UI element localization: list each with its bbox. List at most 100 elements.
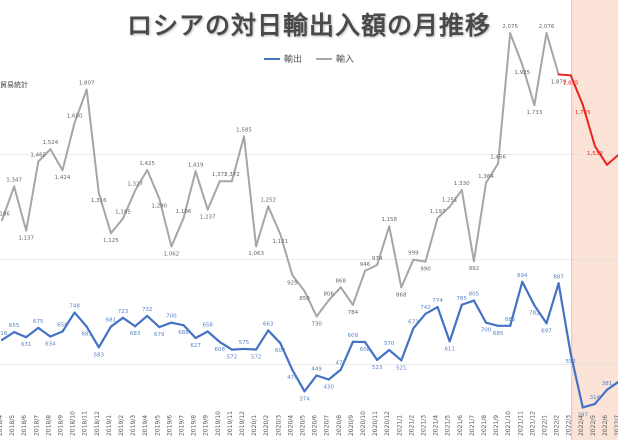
export-data-label: 785 xyxy=(457,296,468,302)
import-data-label: 1,063 xyxy=(248,251,264,257)
x-tick-label: 2019/6 xyxy=(166,415,173,436)
x-tick-label: 2020/3 xyxy=(275,415,282,436)
import-data-label: 1,137 xyxy=(18,236,34,242)
legend-export-label: 輸出 xyxy=(283,55,302,65)
import-line-segment xyxy=(497,32,512,165)
export-line-segment xyxy=(593,388,609,406)
import-line-segment xyxy=(400,258,415,289)
export-line-segment xyxy=(400,327,415,362)
export-data-label: 603 xyxy=(275,348,286,354)
import-data-label: 1,251 xyxy=(442,198,458,204)
import-line-segment xyxy=(61,121,76,172)
export-line-segment xyxy=(388,348,403,362)
x-tick-label: 2019/3 xyxy=(130,415,137,436)
import-line-segment xyxy=(134,169,149,192)
import-data-label: 1,195 xyxy=(115,209,131,215)
export-line-segment xyxy=(170,321,185,327)
legend-import[interactable]: 輸入 xyxy=(316,52,354,65)
export-line-segment xyxy=(436,305,451,343)
x-tick-label: 2021/3 xyxy=(421,415,428,436)
export-data-label: 700 xyxy=(481,328,492,334)
x-tick-label: 2022/1 xyxy=(542,415,549,436)
x-tick-label: 2018/8 xyxy=(45,415,52,436)
import-line-segment xyxy=(339,286,354,306)
export-data-label: 297 xyxy=(578,412,589,418)
import-line-segment xyxy=(545,32,560,76)
x-tick-label: 2021/8 xyxy=(481,415,488,436)
import-line-segment xyxy=(194,170,209,211)
import-data-label: 1,925 xyxy=(514,70,530,76)
legend-export[interactable]: 輸出 xyxy=(263,52,302,65)
x-tick-label: 2020/1 xyxy=(251,415,258,436)
export-data-label: 608 xyxy=(215,347,226,353)
import-line-segment xyxy=(122,189,137,220)
x-tick-label: 2020/2 xyxy=(263,415,270,436)
export-line-segment xyxy=(97,325,113,349)
export-data-label: 314 xyxy=(590,395,601,401)
export-data-label: 475 xyxy=(287,375,298,381)
import-data-label: 1,125 xyxy=(103,238,119,244)
import-line-segment xyxy=(376,225,391,266)
import-line-segment xyxy=(73,88,88,124)
export-data-label: 618 xyxy=(0,331,8,337)
x-tick-label: 2018/10 xyxy=(70,411,77,436)
import-line-segment xyxy=(1,185,16,222)
x-tick-label: 2022/7 xyxy=(614,415,618,436)
export-data-label: 552 xyxy=(565,359,576,365)
import-line-segment xyxy=(279,233,294,277)
export-line-segment xyxy=(521,280,536,307)
export-line-segment xyxy=(182,324,197,340)
export-data-label: 748 xyxy=(69,304,80,310)
export-data-label: 679 xyxy=(154,332,165,338)
x-tick-label: 2021/1 xyxy=(396,415,403,436)
import-line-segment xyxy=(230,135,245,183)
export-data-label: 675 xyxy=(33,319,44,325)
source-label: 貿易統計 xyxy=(0,81,28,89)
import-line-segment xyxy=(509,32,524,66)
x-tick-label: 2020/7 xyxy=(324,415,331,436)
export-line-segment xyxy=(339,340,354,371)
export-line-segment xyxy=(303,374,318,393)
chart-title: ロシアの対日輸出入額の月推移 xyxy=(126,11,491,40)
export-data-label: 697 xyxy=(541,328,552,334)
import-line-segment xyxy=(581,103,596,148)
export-data-label: 658 xyxy=(202,322,213,328)
x-tick-label: 2021/4 xyxy=(433,415,440,436)
export-data-label: 611 xyxy=(444,346,455,352)
export-data-label: 805 xyxy=(469,292,480,298)
export-data-label: 887 xyxy=(553,274,564,280)
x-tick-label: 2022/3 xyxy=(566,415,573,436)
export-data-label: 477 xyxy=(336,361,347,367)
import-line-segment xyxy=(327,286,342,302)
import-line-segment xyxy=(206,180,221,211)
import-line-segment xyxy=(291,274,306,293)
import-data-label: 868 xyxy=(336,278,347,284)
import-data-label: 1,327 xyxy=(127,182,143,188)
export-data-label: 381 xyxy=(602,381,613,387)
import-line-segment xyxy=(412,258,427,263)
export-line-segment xyxy=(509,280,524,327)
export-line-segment xyxy=(363,340,379,362)
import-data-label: 806 xyxy=(323,291,334,297)
export-line-segment xyxy=(255,329,270,351)
import-line-segment xyxy=(315,299,330,318)
export-line-segment xyxy=(218,340,233,351)
export-line-segment xyxy=(424,305,439,315)
x-tick-label: 2021/12 xyxy=(529,411,536,436)
export-line-segment xyxy=(206,330,221,344)
x-tick-label: 2019/12 xyxy=(239,411,246,436)
export-data-label: 631 xyxy=(21,342,32,348)
export-data-label: 609 xyxy=(348,333,359,339)
import-line-segment xyxy=(521,63,536,107)
import-line-segment xyxy=(109,217,124,235)
export-line-segment xyxy=(242,347,258,351)
export-data-label: 575 xyxy=(239,340,250,346)
export-data-label: 894 xyxy=(517,273,528,279)
legend-export-swatch xyxy=(263,57,280,60)
export-line-segment xyxy=(327,368,342,381)
import-data-label: 868 xyxy=(396,292,407,298)
export-line-segment xyxy=(49,330,64,338)
export-data-label: 449 xyxy=(311,366,322,372)
x-tick-label: 2021/9 xyxy=(493,415,500,436)
export-line-segment xyxy=(13,331,28,339)
